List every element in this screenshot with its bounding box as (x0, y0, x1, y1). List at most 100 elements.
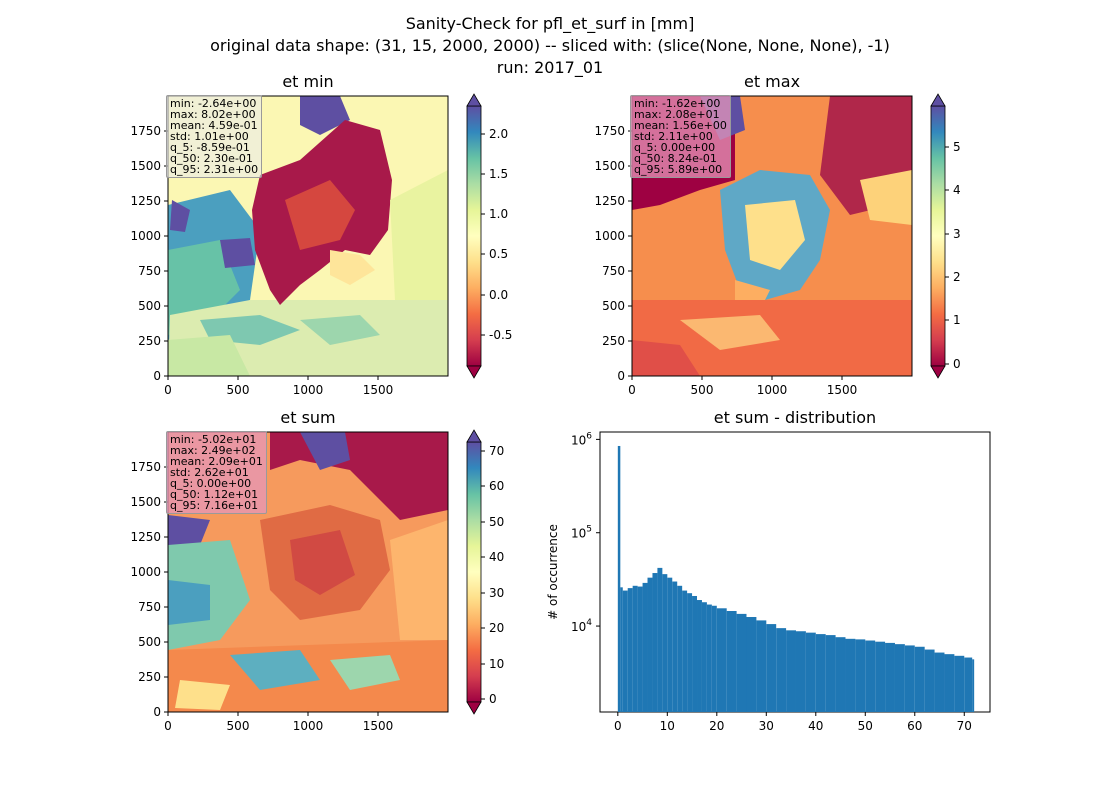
colorbar-tick-label: 5 (953, 140, 961, 154)
y-tick-label: 1750 (130, 124, 161, 138)
x-tick-label: 60 (907, 719, 922, 733)
stats-box-et-min: min: -2.64e+00 max: 8.02e+00 mean: 4.59e-0… (166, 95, 263, 178)
panel-title-et-min: et min (282, 72, 334, 91)
y-tick-label: 750 (602, 264, 625, 278)
x-tick-label: 1500 (363, 719, 394, 733)
y-tick-label: 1000 (594, 229, 625, 243)
stat-line: q_95: 7.16e+01 (170, 499, 259, 512)
colorbar-extend-top (466, 93, 482, 107)
colorbar-extend-top (466, 429, 482, 443)
stat-line: mean: 2.09e+01 (170, 455, 263, 468)
stat-line: q_50: 1.12e+01 (170, 488, 259, 501)
x-tick-label: 1000 (757, 383, 788, 397)
colorbar-tick-label: 0.5 (489, 247, 508, 261)
histogram-bar (647, 577, 653, 712)
colorbar-tick-label: 40 (489, 550, 504, 564)
y-tick-label: 1750 (594, 124, 625, 138)
histogram-bar (815, 634, 826, 712)
histogram-bar (657, 567, 663, 712)
histogram-bar (972, 659, 975, 712)
colorbar-tick-label: 20 (489, 621, 504, 635)
colorbar-tick-label: -0.5 (489, 328, 512, 342)
y-axis-label: # of occurrence (546, 524, 560, 620)
figure-title-line1: Sanity-Check for pfl_et_surf in [mm] (405, 14, 695, 33)
stat-line: q_5: -8.59e-01 (170, 141, 250, 154)
x-tick-label: 500 (227, 383, 250, 397)
x-tick-label: 0 (164, 719, 172, 733)
histogram-bar (677, 585, 683, 712)
colorbar-tick-label: 1.5 (489, 167, 508, 181)
colorbar (466, 441, 482, 703)
y-tick-label: 0 (153, 705, 161, 719)
histogram-bar (642, 582, 648, 712)
y-tick-label: 1250 (594, 194, 625, 208)
y-tick-label: 0 (617, 369, 625, 383)
colorbar-tick-label: 4 (953, 183, 961, 197)
histogram-bar (706, 604, 712, 712)
stat-line: std: 2.11e+00 (634, 130, 713, 143)
y-tick-label: 105 (571, 525, 592, 541)
stats-box-et-max: min: -1.62e+00 max: 2.08e+01 mean: 1.56e+0… (630, 95, 731, 178)
x-tick-label: 0 (614, 719, 622, 733)
histogram-bar (845, 638, 856, 712)
map-et-min (168, 96, 448, 376)
colorbar-extend-bottom (930, 365, 946, 379)
x-tick-label: 0 (164, 383, 172, 397)
histogram-bar (835, 637, 846, 712)
stat-line: mean: 1.56e+00 (634, 119, 727, 132)
map-et-max (632, 96, 912, 376)
stat-line: q_95: 5.89e+00 (634, 163, 723, 176)
colorbar-tick-label: 30 (489, 586, 504, 600)
x-tick-label: 1500 (363, 383, 394, 397)
histogram-bar (954, 655, 965, 712)
colorbar-tick-label: 50 (489, 515, 504, 529)
x-tick-label: 40 (808, 719, 823, 733)
y-tick-label: 1250 (130, 530, 161, 544)
colorbar-tick-label: 2 (953, 270, 961, 284)
histogram-bar (795, 631, 806, 712)
histogram-bar (746, 617, 757, 712)
histogram-bar (667, 577, 673, 712)
x-tick-label: 20 (709, 719, 724, 733)
panel-title-distribution: et sum - distribution (713, 408, 877, 427)
y-tick-label: 750 (138, 600, 161, 614)
histogram-bar (736, 613, 747, 712)
colorbar (930, 105, 946, 367)
figure-title-line2: original data shape: (31, 15, 2000, 2000… (210, 36, 890, 55)
y-tick-label: 500 (602, 299, 625, 313)
colorbar-tick-label: 0 (953, 357, 961, 371)
histogram-axes: 0 10 20 30 40 50 60 70 104 105 106 # of occurrence (546, 431, 991, 733)
x-tick-label: 30 (759, 719, 774, 733)
colorbar-extend-top (930, 93, 946, 107)
y-tick-label: 106 (571, 431, 592, 447)
histogram-bar (875, 641, 886, 712)
colorbar-tick-label: 70 (489, 444, 504, 458)
map-et-sum (168, 432, 448, 712)
histogram-bar (766, 624, 777, 712)
histogram-bar (687, 593, 693, 712)
histogram-bar (632, 585, 638, 712)
histogram-bar (904, 645, 915, 712)
y-tick-label: 1500 (594, 159, 625, 173)
colorbar-tick-label: 1 (953, 313, 961, 327)
stat-line: max: 2.49e+02 (170, 444, 256, 457)
histogram-bars (617, 445, 975, 712)
stat-line: min: -5.02e+01 (170, 433, 257, 446)
x-tick-label: 50 (858, 719, 873, 733)
x-tick-label: 500 (691, 383, 714, 397)
histogram-bar (756, 620, 767, 712)
histogram-bar (697, 600, 702, 712)
histogram-bar (944, 654, 955, 712)
stat-line: q_5: 0.00e+00 (170, 477, 252, 490)
y-tick-label: 1500 (130, 159, 161, 173)
histogram-bar (682, 590, 688, 712)
histogram-bar (622, 590, 628, 712)
histogram-bar (855, 639, 866, 712)
histogram-bar (692, 595, 698, 712)
y-tick-label: 1500 (130, 495, 161, 509)
colorbar-tick-label: 3 (953, 227, 961, 241)
histogram-bar (805, 632, 816, 712)
histogram-bar (964, 657, 973, 712)
x-tick-label: 10 (660, 719, 675, 733)
